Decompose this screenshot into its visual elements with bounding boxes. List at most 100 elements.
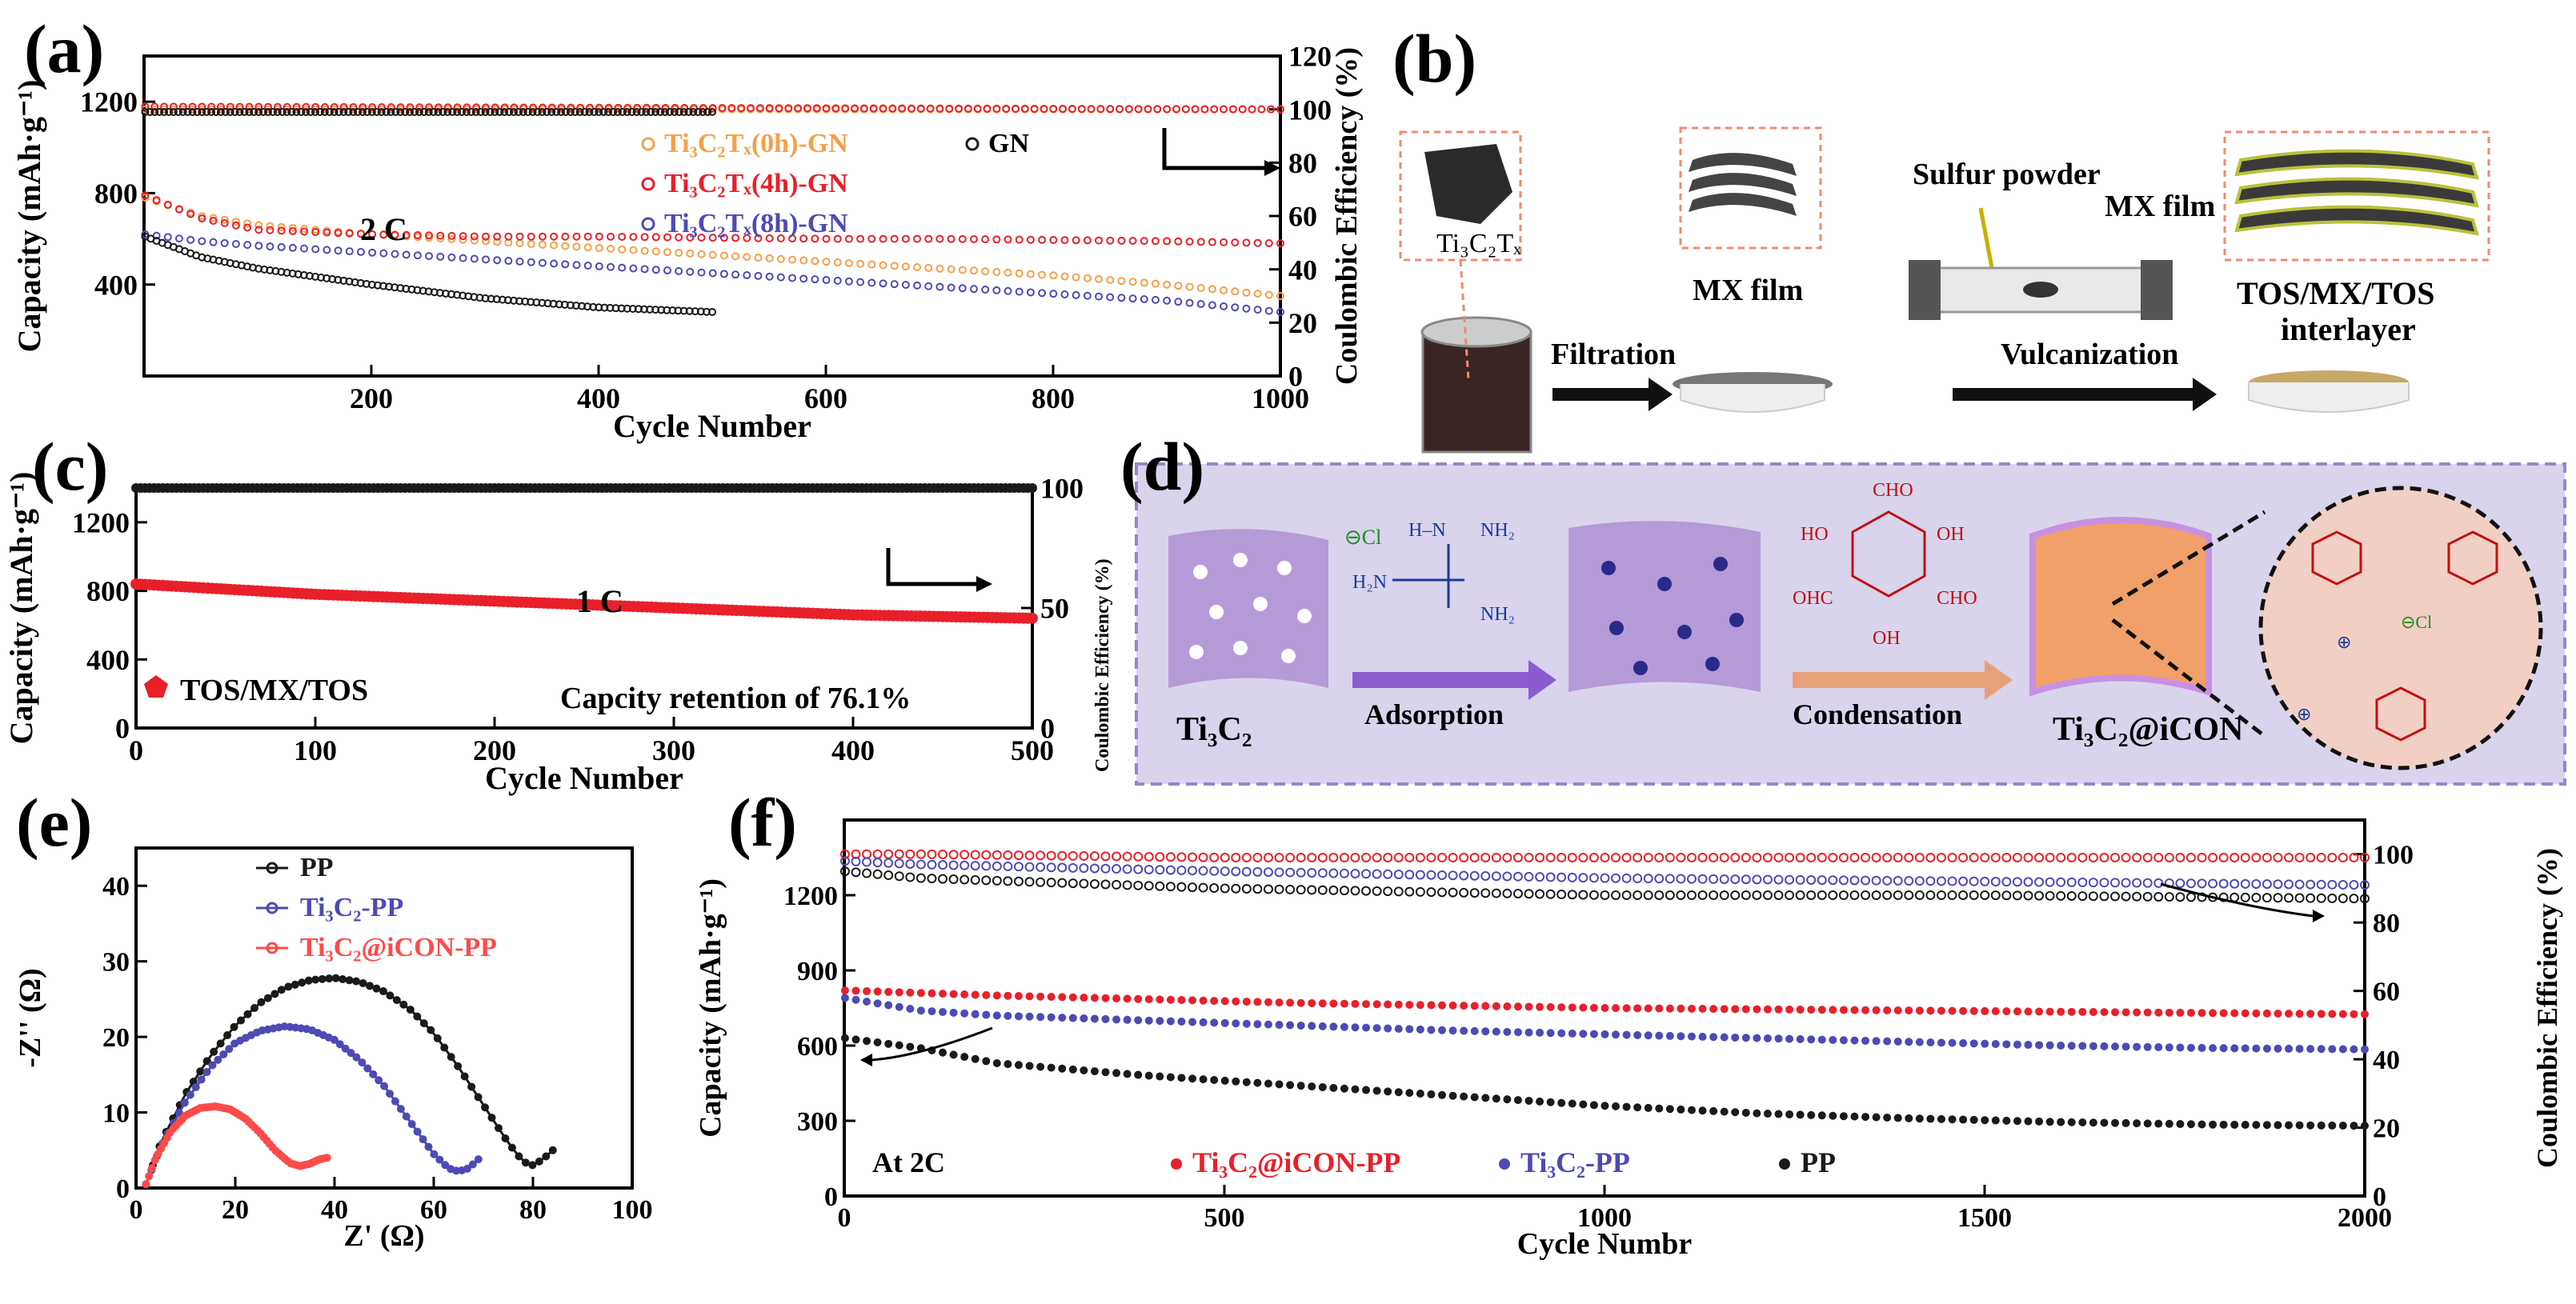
series-f-Ti₃C₂@iCON-PP CE-point [2132,853,2142,862]
series-f-PP CE-point [2251,893,2262,903]
series-a-Ti₃C₂Tₓ(4h)-GN CE-point [1248,105,1256,114]
series-a-Ti₃C₂Tₓ(8h)-GN-point [618,263,627,272]
series-f-Ti₃C₂@iCON-PP CE-point [2262,853,2272,862]
series-f-Ti₃C₂@iCON-PP CE-point [1567,853,1577,862]
series-f-PP-point [2361,1122,2369,1130]
series-a-GN CE-point [481,108,490,116]
x-axis-label: Cycle Number [613,408,811,444]
x-tick-label: 600 [804,382,847,414]
series-a-Ti₃C₂Tₓ(0h)-GN-point [470,236,479,245]
series-f-PP-point [1405,1089,1414,1098]
series-f-Ti₃C₂@iCON-PP-point [1014,992,1023,1001]
series-f-Ti₃C₂-PP CE-point [1013,862,1024,872]
series-a-Ti₃C₂Tₓ(4h)-GN-point [651,233,660,242]
legend-a-label: Ti₃C₂Tₓ(0h)-GN [664,129,848,158]
series-f-Ti₃C₂@iCON-PP CE-point [2284,853,2294,862]
series-e-Ti₃C₂-PP-point [396,1105,405,1114]
series-f-Ti₃C₂@iCON-PP CE-point [2066,853,2077,862]
series-f-Ti₃C₂@iCON-PP CE-point [1100,851,1111,862]
series-f-Ti₃C₂@iCON-PP-point [1296,998,1305,1007]
series-f-Ti₃C₂-PP-point [2186,1043,2195,1052]
y2-tick-label: 120 [1288,41,1332,73]
vulcanization-arrow [1953,378,2217,411]
series-f-Ti₃C₂@iCON-PP-point [1448,1001,1457,1010]
series-f-PP CE-point [1773,890,1784,900]
series-a-Ti₃C₂Tₓ(8h)-GN-point [1049,290,1058,298]
x-tick-label: 1500 [1957,1203,2012,1233]
series-f-Ti₃C₂@iCON-PP-point [1220,997,1229,1006]
series-f-Ti₃C₂@iCON-PP CE-point [1861,853,1871,862]
series-a-GN CE-point [193,108,202,116]
series-e-Ti₃C₂-PP-point [335,1040,344,1049]
series-f-Ti₃C₂@iCON-PP CE-point [1686,853,1697,862]
series-f-Ti₃C₂@iCON-PP CE-point [2153,853,2164,862]
series-f-Ti₃C₂@iCON-PP-point [1861,1006,1870,1014]
series-a-Ti₃C₂Tₓ(4h)-GN CE-point [547,103,556,112]
series-a-Ti₃C₂Tₓ(4h)-GN CE-point [727,104,736,113]
series-a-GN CE-point [491,108,499,116]
series-a-Ti₃C₂Tₓ(4h)-GN-point [686,233,695,242]
series-a-Ti₃C₂Tₓ(4h)-GN-point [1174,237,1183,246]
series-a-Ti₃C₂Tₓ(4h)-GN CE-point [1059,105,1068,114]
series-a-Ti₃C₂Tₓ(0h)-GN-point [1163,280,1172,289]
series-a-Ti₃C₂Tₓ(4h)-GN CE-point [690,103,699,112]
series-a-Ti₃C₂Tₓ(4h)-GN-point [1140,237,1148,246]
series-a-Ti₃C₂Tₓ(8h)-GN-point [981,286,990,294]
y2-tick-label: 50 [1040,593,1069,625]
series-a-GN CE-point [632,108,641,116]
series-f-Ti₃C₂@iCON-PP-point [2317,1010,2326,1018]
panel-e: (e) 0 20 40 60 80 100 0 10 20 30 40 Z' (Ω) -Z'' (Ω) P… [0,788,680,1304]
series-f-PP CE-point [1165,882,1176,892]
series-a-Ti₃C₂Tₓ(0h)-GN-point [788,255,797,264]
series-a-Ti₃C₂Tₓ(4h)-GN-point [799,234,808,243]
series-e-PP-point [210,1047,218,1056]
series-f-Ti₃C₂-PP-point [1883,1037,1892,1046]
x-tick-label: 300 [652,734,695,766]
series-f-Ti₃C₂@iCON-PP CE-point [948,850,959,860]
series-f-PP-point [1948,1115,1957,1124]
series-e-Ti₃C₂-PP-point [225,1045,234,1054]
series-f-Ti₃C₂-PP-point [1372,1024,1381,1033]
series-f-Ti₃C₂@iCON-PP CE-point [905,849,915,859]
series-a-GN-point [708,308,716,316]
x-tick-label: 40 [321,1195,348,1225]
series-a-GN CE-point [665,108,674,116]
series-e-Ti₃C₂-PP-point [407,1120,416,1129]
y2-pointer-arrow-c [886,548,976,586]
series-a-Ti₃C₂Tₓ(0h)-GN-point [220,215,229,224]
series-f-PP-point [1731,1108,1740,1117]
series-a-Ti₃C₂Tₓ(4h)-GN CE-point [538,103,547,112]
series-f-Ti₃C₂-PP CE-point [851,856,861,866]
series-a-Ti₃C₂Tₓ(0h)-GN-point [879,261,887,270]
y2-tick-label: 0 [1288,361,1303,393]
series-a-GN CE-point [547,108,556,116]
series-f-PP CE-point [862,868,872,878]
series-f-Ti₃C₂-PP-point [2100,1042,2109,1050]
series-a-Ti₃C₂Tₓ(4h)-GN-point [1220,238,1228,246]
series-f-Ti₃C₂@iCON-PP CE-point [1274,853,1284,862]
series-f-Ti₃C₂@iCON-PP CE-point [1263,853,1273,862]
series-f-Ti₃C₂-PP-point [1123,1015,1132,1024]
series-a-Ti₃C₂Tₓ(4h)-GN CE-point [955,104,963,113]
series-a-Ti₃C₂Tₓ(4h)-GN-point [1276,239,1284,248]
series-a-Ti₃C₂Tₓ(4h)-GN CE-point [841,104,850,113]
series-a-GN CE-point [339,108,348,116]
series-a-Ti₃C₂Tₓ(4h)-GN-point [1185,238,1194,246]
series-f-Ti₃C₂@iCON-PP-point [2328,1010,2337,1018]
series-a-Ti₃C₂Tₓ(8h)-GN-point [754,271,763,280]
series-a-Ti₃C₂Tₓ(0h)-GN-point [856,259,865,268]
series-f-Ti₃C₂@iCON-PP CE-point [1947,853,1957,862]
series-f-PP-point [1524,1096,1533,1105]
series-f-PP CE-point [1361,886,1372,896]
series-a-Ti₃C₂Tₓ(8h)-GN-point [277,242,286,251]
series-a-GN CE-point [382,108,391,116]
series-f-PP-point [1329,1083,1338,1092]
series-f-Ti₃C₂@iCON-PP CE-point [1588,853,1599,862]
series-e-Ti₃C₂-PP-point [191,1082,200,1091]
series-a-Ti₃C₂Tₓ(4h)-GN-point [1106,236,1115,245]
series-f-Ti₃C₂@iCON-PP CE-point [1600,853,1610,862]
series-f-Ti₃C₂-PP CE-point [1469,870,1480,881]
series-a-GN CE-point [169,108,178,116]
chart-a: 200 400 600 800 1000400800120002040608010012… [11,41,1364,444]
